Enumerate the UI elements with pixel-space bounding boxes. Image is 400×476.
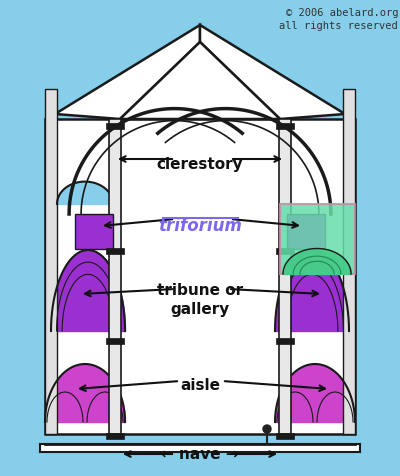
Text: triforium: triforium — [158, 217, 242, 235]
Bar — [45, 120, 355, 434]
Bar — [106, 124, 124, 130]
Bar — [109, 120, 121, 434]
Bar — [45, 90, 57, 434]
Bar — [276, 124, 294, 130]
Bar — [106, 338, 124, 344]
Bar — [106, 248, 124, 255]
Bar — [40, 444, 360, 452]
Text: tribune or
gallery: tribune or gallery — [157, 282, 243, 316]
Polygon shape — [200, 26, 345, 120]
Bar — [280, 205, 355, 275]
Text: aisle: aisle — [180, 377, 220, 392]
Bar — [287, 215, 325, 249]
Bar — [282, 125, 289, 215]
Text: © 2006 abelard.org
all rights reserved: © 2006 abelard.org all rights reserved — [279, 8, 398, 31]
Circle shape — [263, 425, 271, 433]
Bar — [276, 433, 294, 439]
Polygon shape — [55, 26, 200, 120]
Bar — [276, 338, 294, 344]
Bar — [75, 215, 113, 249]
Text: ← nave →: ← nave → — [161, 446, 239, 462]
Bar — [343, 90, 355, 434]
Bar — [279, 120, 291, 434]
Bar — [106, 433, 124, 439]
Bar — [112, 125, 119, 215]
Polygon shape — [120, 43, 280, 120]
Bar — [276, 248, 294, 255]
Text: clerestory: clerestory — [157, 157, 243, 172]
